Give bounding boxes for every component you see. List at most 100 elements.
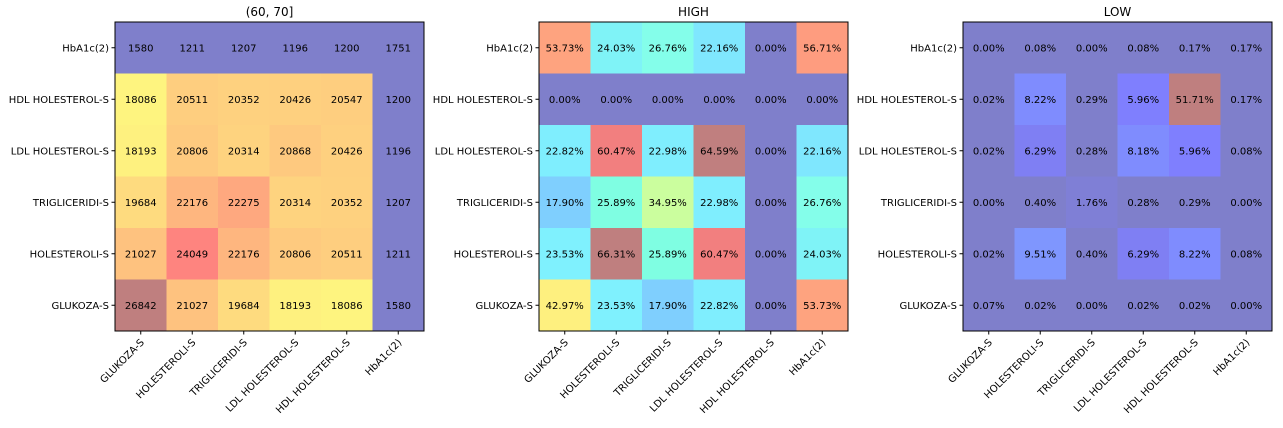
y-tick-label-trigliceridi-s: TRIGLICERIDI-S (880, 198, 957, 209)
cell-label: 0.29% (1179, 198, 1211, 209)
heatmap-cell (1014, 228, 1067, 280)
cell-label: 24.03% (597, 43, 635, 54)
heatmap-cell (963, 279, 1015, 332)
y-tick-label-hba1c-2: HbA1c(2) (486, 43, 533, 54)
cell-label: 51.71% (1176, 95, 1214, 106)
heatmap-cell (166, 125, 219, 177)
heatmap-cell (1220, 22, 1273, 74)
cell-label: 23.53% (597, 301, 635, 312)
heatmap-cell (590, 125, 643, 177)
cell-label: 17.90% (546, 198, 584, 209)
heatmap-cell (1066, 176, 1118, 229)
cell-label: 6.29% (1127, 249, 1159, 260)
panel-title: LOW (1104, 5, 1132, 19)
heatmap-cell (745, 73, 797, 126)
cell-label: 60.47% (597, 146, 635, 157)
cell-label: 0.07% (973, 301, 1005, 312)
x-tick-label-hba1c-2: HbA1c(2) (364, 337, 405, 378)
cell-label: 17.90% (649, 301, 687, 312)
cell-label: 1196 (283, 43, 308, 54)
y-tick-label-holesteroli-s: HOLESTEROLI-S (30, 249, 109, 260)
cell-label: 22.16% (700, 43, 738, 54)
heatmap-cell (269, 228, 322, 280)
heatmap-cell (745, 279, 797, 332)
heatmap-cell (1117, 22, 1170, 74)
heatmap-cell (963, 73, 1015, 126)
heatmap-cell (963, 125, 1015, 177)
cell-label: 1580 (386, 301, 411, 312)
heatmap-cell (1169, 228, 1221, 280)
cell-label: 20426 (331, 146, 363, 157)
cell-label: 0.02% (1024, 301, 1056, 312)
cell-label: 0.00% (973, 43, 1005, 54)
heatmap-cell (693, 73, 746, 126)
cell-label: 0.29% (1076, 95, 1108, 106)
heatmap-cell (321, 176, 373, 229)
plot-frame (538, 21, 849, 332)
heatmap-cell (115, 73, 167, 126)
heatmap-cell (166, 22, 219, 74)
cell-label: 0.17% (1230, 95, 1262, 106)
heatmap-cell (963, 176, 1015, 229)
heatmap-cell (1014, 73, 1067, 126)
cell-label: 42.97% (546, 301, 584, 312)
cell-label: 0.00% (652, 95, 684, 106)
heatmap-cell (539, 176, 591, 229)
heatmap-cell (115, 176, 167, 229)
heatmap-cell (1066, 228, 1118, 280)
heatmap-cell (218, 228, 270, 280)
cell-label: 18193 (125, 146, 157, 157)
heatmap-cell (745, 22, 797, 74)
cell-label: 1580 (128, 43, 153, 54)
cell-label: 53.73% (803, 301, 841, 312)
heatmap-cell (321, 279, 373, 332)
y-tick-label-ldl-holesterol-s: LDL HOLESTEROL-S (11, 146, 109, 157)
heatmap-cell (372, 22, 425, 74)
cell-label: 25.89% (649, 249, 687, 260)
cell-label: 0.00% (1076, 301, 1108, 312)
heatmap-cell (796, 73, 849, 126)
heatmap-cell (115, 125, 167, 177)
heatmap-cell (1066, 279, 1118, 332)
heatmap-cell (693, 228, 746, 280)
heatmap-cell (539, 22, 591, 74)
heatmap-cell (1117, 279, 1170, 332)
heatmap-cell (796, 125, 849, 177)
cell-label: 20314 (228, 146, 260, 157)
cell-label: 19684 (228, 301, 260, 312)
heatmap-cell (590, 176, 643, 229)
cell-label: 0.00% (549, 95, 581, 106)
cell-label: 0.08% (1024, 43, 1056, 54)
cell-label: 20806 (176, 146, 208, 157)
cell-label: 1207 (386, 198, 411, 209)
cell-label: 0.00% (973, 198, 1005, 209)
heatmap-cell (1169, 176, 1221, 229)
heatmap-cell (1169, 73, 1221, 126)
cell-label: 20547 (331, 95, 363, 106)
cell-label: 18086 (125, 95, 157, 106)
cell-label: 0.17% (1179, 43, 1211, 54)
heatmap-cell (115, 279, 167, 332)
cell-label: 0.00% (755, 249, 787, 260)
heatmap-cell (1117, 176, 1170, 229)
heatmap-cell (1066, 125, 1118, 177)
heatmap-cell (1014, 279, 1067, 332)
cell-label: 0.00% (755, 43, 787, 54)
cell-label: 0.00% (1230, 198, 1262, 209)
heatmap-cell (1066, 73, 1118, 126)
cell-label: 0.40% (1024, 198, 1056, 209)
heatmap-cell (590, 279, 643, 332)
cell-label: 0.00% (755, 146, 787, 157)
heatmap-cell (693, 22, 746, 74)
y-tick-label-glukoza-s: GLUKOZA-S (476, 301, 533, 312)
cell-label: 64.59% (700, 146, 738, 157)
y-tick-label-trigliceridi-s: TRIGLICERIDI-S (32, 198, 109, 209)
heatmap-cell (1220, 73, 1273, 126)
heatmap-cell (796, 176, 849, 229)
cell-label: 18193 (279, 301, 311, 312)
cell-label: 0.00% (600, 95, 632, 106)
heatmap-cell (539, 73, 591, 126)
y-tick-label-hdl-holesterol-s: HDL HOLESTEROL-S (9, 95, 109, 106)
heatmap-cell (372, 279, 425, 332)
cell-label: 19684 (125, 198, 157, 209)
